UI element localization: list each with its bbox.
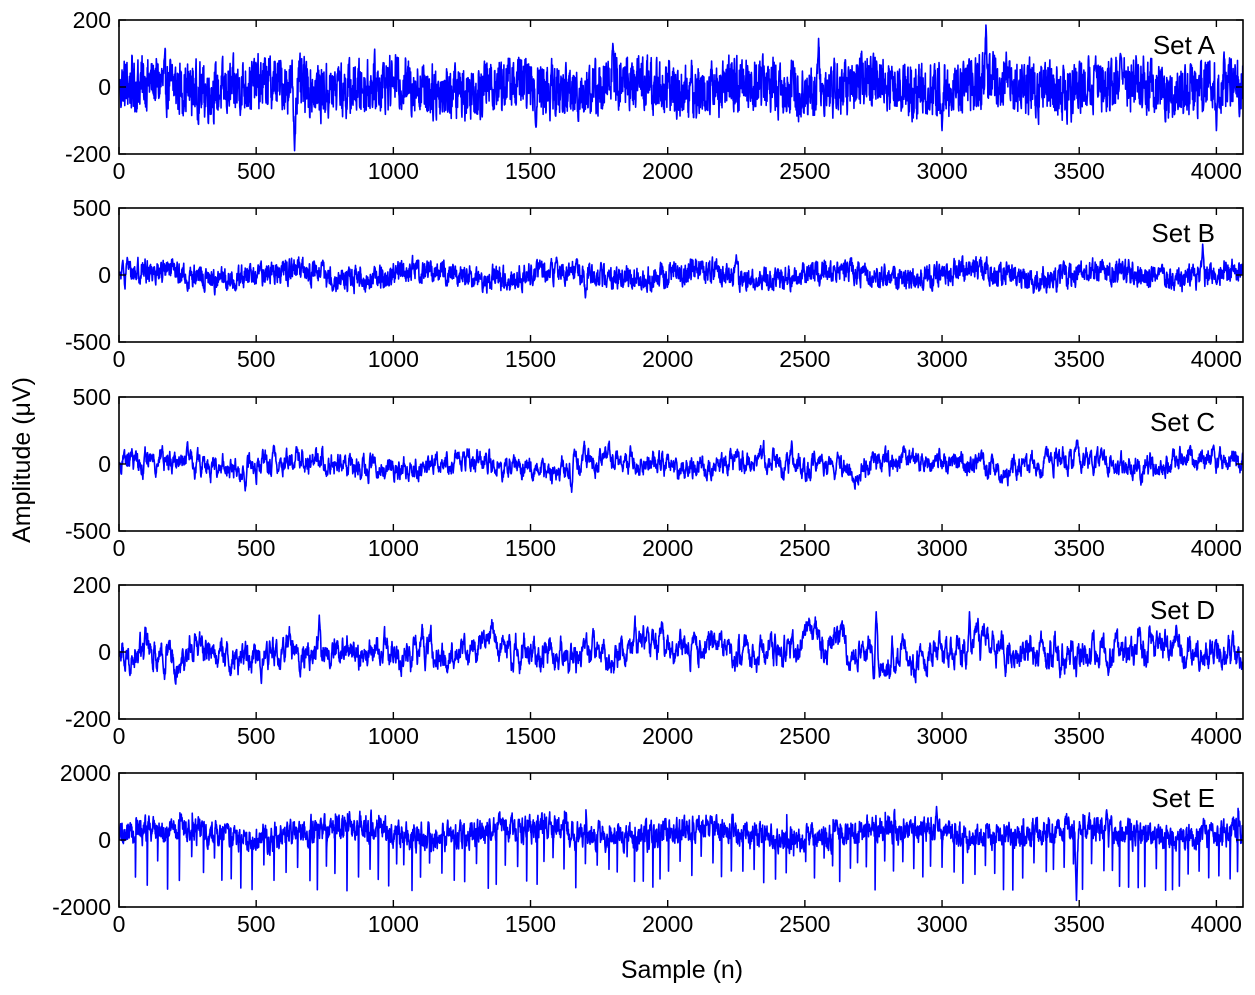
x-tick-label: 4000 bbox=[1191, 158, 1242, 184]
signal-line-set-a bbox=[119, 24, 1243, 152]
x-tick-label: 4000 bbox=[1191, 911, 1242, 937]
x-tick-label: 2500 bbox=[779, 535, 830, 561]
x-tick-label: 500 bbox=[237, 346, 275, 372]
x-tick-label: 2500 bbox=[779, 911, 830, 937]
y-tick-label: 200 bbox=[73, 7, 111, 33]
x-tick-label: 4000 bbox=[1191, 346, 1242, 372]
x-tick-label: 3500 bbox=[1054, 911, 1105, 937]
plot-frame bbox=[118, 584, 1244, 720]
y-tick-label: 0 bbox=[98, 262, 111, 288]
y-tick-label: -200 bbox=[65, 141, 111, 167]
panels-layer: 0 500 1000 1500 2000 2500 3000 3500 4000-2000200… bbox=[52, 7, 1244, 937]
x-tick-label: 1000 bbox=[368, 535, 419, 561]
y-tick-label: -500 bbox=[65, 329, 111, 355]
x-tick-label: 0 bbox=[113, 535, 126, 561]
x-tick-label: 3000 bbox=[916, 535, 967, 561]
x-tick-label: 1500 bbox=[505, 158, 556, 184]
x-tick-label: 1500 bbox=[505, 911, 556, 937]
signal-line-set-e bbox=[119, 805, 1243, 902]
panel-1: 0 500 1000 1500 2000 2500 3000 3500 4000-2000200… bbox=[65, 7, 1244, 184]
y-tick-label: 500 bbox=[73, 195, 111, 221]
signal-line-set-b bbox=[119, 243, 1243, 299]
x-tick-label: 3000 bbox=[916, 346, 967, 372]
x-tick-label: 2500 bbox=[779, 346, 830, 372]
y-tick-label: 2000 bbox=[60, 760, 111, 786]
x-tick-label: 1000 bbox=[368, 723, 419, 749]
x-tick-label: 1000 bbox=[368, 346, 419, 372]
panel-2: 0 500 1000 1500 2000 2500 3000 3500 4000-5000500… bbox=[65, 195, 1244, 372]
y-tick-label: -2000 bbox=[52, 894, 111, 920]
x-tick-label: 2500 bbox=[779, 723, 830, 749]
x-tick-label: 3000 bbox=[916, 911, 967, 937]
x-tick-label: 1000 bbox=[368, 911, 419, 937]
x-axis-title: Sample (n) bbox=[621, 956, 743, 984]
x-tick-label: 3500 bbox=[1054, 535, 1105, 561]
x-tick-label: 3500 bbox=[1054, 158, 1105, 184]
x-tick-label: 3500 bbox=[1054, 723, 1105, 749]
y-tick-label: -500 bbox=[65, 518, 111, 544]
x-tick-label: 2000 bbox=[642, 346, 693, 372]
x-tick-label: 0 bbox=[113, 158, 126, 184]
y-tick-label: -200 bbox=[65, 706, 111, 732]
x-tick-label: 0 bbox=[113, 723, 126, 749]
x-tick-label: 4000 bbox=[1191, 723, 1242, 749]
panel-3: 0 500 1000 1500 2000 2500 3000 3500 4000-5000500… bbox=[65, 384, 1244, 561]
x-tick-label: 3000 bbox=[916, 158, 967, 184]
y-axis-title: Amplitude (μV) bbox=[8, 377, 36, 543]
y-tick-label: 0 bbox=[98, 74, 111, 100]
x-tick-label: 0 bbox=[113, 346, 126, 372]
x-tick-label: 1500 bbox=[505, 346, 556, 372]
y-tick-label: 0 bbox=[98, 451, 111, 477]
x-tick-label: 3500 bbox=[1054, 346, 1105, 372]
panel-5: 0 500 1000 1500 2000 2500 3000 3500 4000-2000020… bbox=[52, 760, 1244, 937]
x-tick-label: 2000 bbox=[642, 535, 693, 561]
panel-4: 0 500 1000 1500 2000 2500 3000 3500 4000-2000200… bbox=[65, 572, 1244, 749]
x-tick-label: 2500 bbox=[779, 158, 830, 184]
set-label: Set A bbox=[1153, 30, 1216, 60]
x-tick-label: 0 bbox=[113, 911, 126, 937]
x-tick-label: 2000 bbox=[642, 723, 693, 749]
x-tick-label: 2000 bbox=[642, 158, 693, 184]
signal-line-set-d bbox=[119, 611, 1243, 685]
set-label: Set D bbox=[1150, 595, 1215, 625]
x-tick-label: 500 bbox=[237, 158, 275, 184]
y-tick-label: 0 bbox=[98, 639, 111, 665]
set-label: Set B bbox=[1151, 218, 1215, 248]
x-tick-label: 3000 bbox=[916, 723, 967, 749]
set-label: Set E bbox=[1151, 783, 1215, 813]
x-tick-label: 500 bbox=[237, 535, 275, 561]
x-tick-label: 1500 bbox=[505, 535, 556, 561]
x-tick-label: 500 bbox=[237, 723, 275, 749]
x-tick-label: 500 bbox=[237, 911, 275, 937]
x-tick-label: 2000 bbox=[642, 911, 693, 937]
y-tick-label: 200 bbox=[73, 572, 111, 598]
y-tick-label: 500 bbox=[73, 384, 111, 410]
set-label: Set C bbox=[1150, 407, 1215, 437]
signal-line-set-c bbox=[119, 439, 1243, 493]
y-tick-label: 0 bbox=[98, 827, 111, 853]
x-tick-label: 1000 bbox=[368, 158, 419, 184]
x-tick-label: 4000 bbox=[1191, 535, 1242, 561]
x-tick-label: 1500 bbox=[505, 723, 556, 749]
